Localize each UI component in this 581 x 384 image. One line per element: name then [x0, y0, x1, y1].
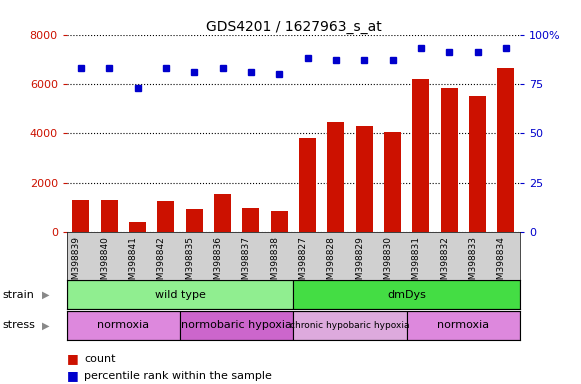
Bar — [328, 122, 345, 232]
Bar — [469, 96, 486, 232]
Bar — [242, 208, 259, 232]
Text: strain: strain — [3, 290, 35, 300]
Text: GSM398831: GSM398831 — [412, 236, 421, 291]
Bar — [293, 280, 520, 309]
Text: dmDys: dmDys — [388, 290, 426, 300]
Text: GSM398827: GSM398827 — [299, 236, 307, 291]
Text: stress: stress — [3, 320, 36, 331]
Bar — [293, 311, 407, 340]
Text: GSM398838: GSM398838 — [270, 236, 279, 291]
Text: GSM398835: GSM398835 — [185, 236, 194, 291]
Bar — [384, 132, 401, 232]
Title: GDS4201 / 1627963_s_at: GDS4201 / 1627963_s_at — [206, 20, 381, 33]
Bar — [214, 194, 231, 232]
Text: chronic hypobaric hypoxia: chronic hypobaric hypoxia — [290, 321, 410, 330]
Text: normobaric hypoxia: normobaric hypoxia — [181, 320, 292, 331]
Text: GSM398836: GSM398836 — [214, 236, 223, 291]
Bar — [180, 311, 293, 340]
Bar — [157, 202, 174, 232]
Text: GSM398833: GSM398833 — [468, 236, 478, 291]
Text: ▶: ▶ — [42, 320, 49, 331]
Text: ▶: ▶ — [42, 290, 49, 300]
Text: normoxia: normoxia — [98, 320, 149, 331]
Bar — [356, 126, 373, 232]
Bar — [67, 280, 293, 309]
Text: GSM398841: GSM398841 — [128, 236, 138, 291]
Text: percentile rank within the sample: percentile rank within the sample — [84, 371, 272, 381]
Text: GSM398830: GSM398830 — [383, 236, 393, 291]
Text: GSM398832: GSM398832 — [440, 236, 449, 291]
Text: ■: ■ — [67, 353, 78, 366]
Text: GSM398842: GSM398842 — [157, 236, 166, 291]
Text: GSM398840: GSM398840 — [101, 236, 109, 291]
Bar — [186, 209, 203, 232]
Bar — [299, 138, 316, 232]
Text: GSM398828: GSM398828 — [327, 236, 336, 291]
Text: normoxia: normoxia — [437, 320, 489, 331]
Text: GSM398829: GSM398829 — [355, 236, 364, 291]
Bar — [497, 68, 514, 232]
Text: ■: ■ — [67, 369, 78, 382]
Bar — [101, 200, 118, 232]
Text: GSM398837: GSM398837 — [242, 236, 251, 291]
Bar — [73, 200, 89, 232]
Bar — [271, 211, 288, 232]
Text: GSM398839: GSM398839 — [72, 236, 81, 291]
Bar — [440, 88, 458, 232]
Bar — [129, 222, 146, 232]
Text: wild type: wild type — [155, 290, 206, 300]
Bar — [407, 311, 520, 340]
Bar — [413, 79, 429, 232]
Bar — [67, 311, 180, 340]
Text: GSM398834: GSM398834 — [497, 236, 506, 291]
Text: count: count — [84, 354, 116, 364]
